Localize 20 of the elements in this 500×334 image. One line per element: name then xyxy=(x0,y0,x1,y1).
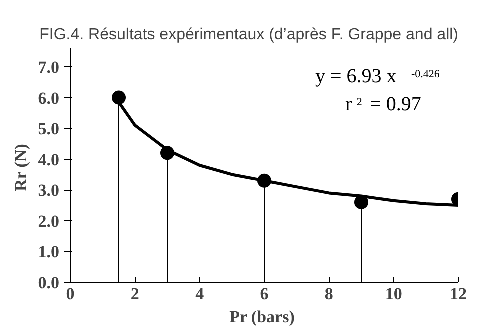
y-tick-label: 0.0 xyxy=(38,274,60,292)
point xyxy=(112,90,126,105)
y-tick-label: 1.0 xyxy=(38,242,60,262)
chart-title: FIG.4. Résultats expérimentaux (d’après F. Grappe and all) xyxy=(40,26,458,44)
x-tick-label: 8 xyxy=(324,284,334,304)
x-tick-label: 6 xyxy=(260,284,269,304)
x-tick-label: 12 xyxy=(450,284,467,304)
y-tick-label: 6.0 xyxy=(38,88,60,108)
x-tick-label: 10 xyxy=(385,284,402,304)
x-axis-title: Pr (bars) xyxy=(230,308,295,326)
y-tick-label: 2.0 xyxy=(38,212,60,231)
y-axis-title: Rr (N) xyxy=(11,144,30,192)
y-tick-label: 4.0 xyxy=(38,150,60,170)
x-tick-label: 0 xyxy=(66,284,75,304)
x-tick-label: 2 xyxy=(130,284,140,304)
y-tick-label: 3.0 xyxy=(38,181,60,200)
x-tick-label: 4 xyxy=(196,284,205,304)
annotation: y = 6.93 x-0.426 xyxy=(316,66,440,88)
y-tick-label: 7.0 xyxy=(38,58,60,77)
y-tick-label: 5.0 xyxy=(38,120,60,139)
